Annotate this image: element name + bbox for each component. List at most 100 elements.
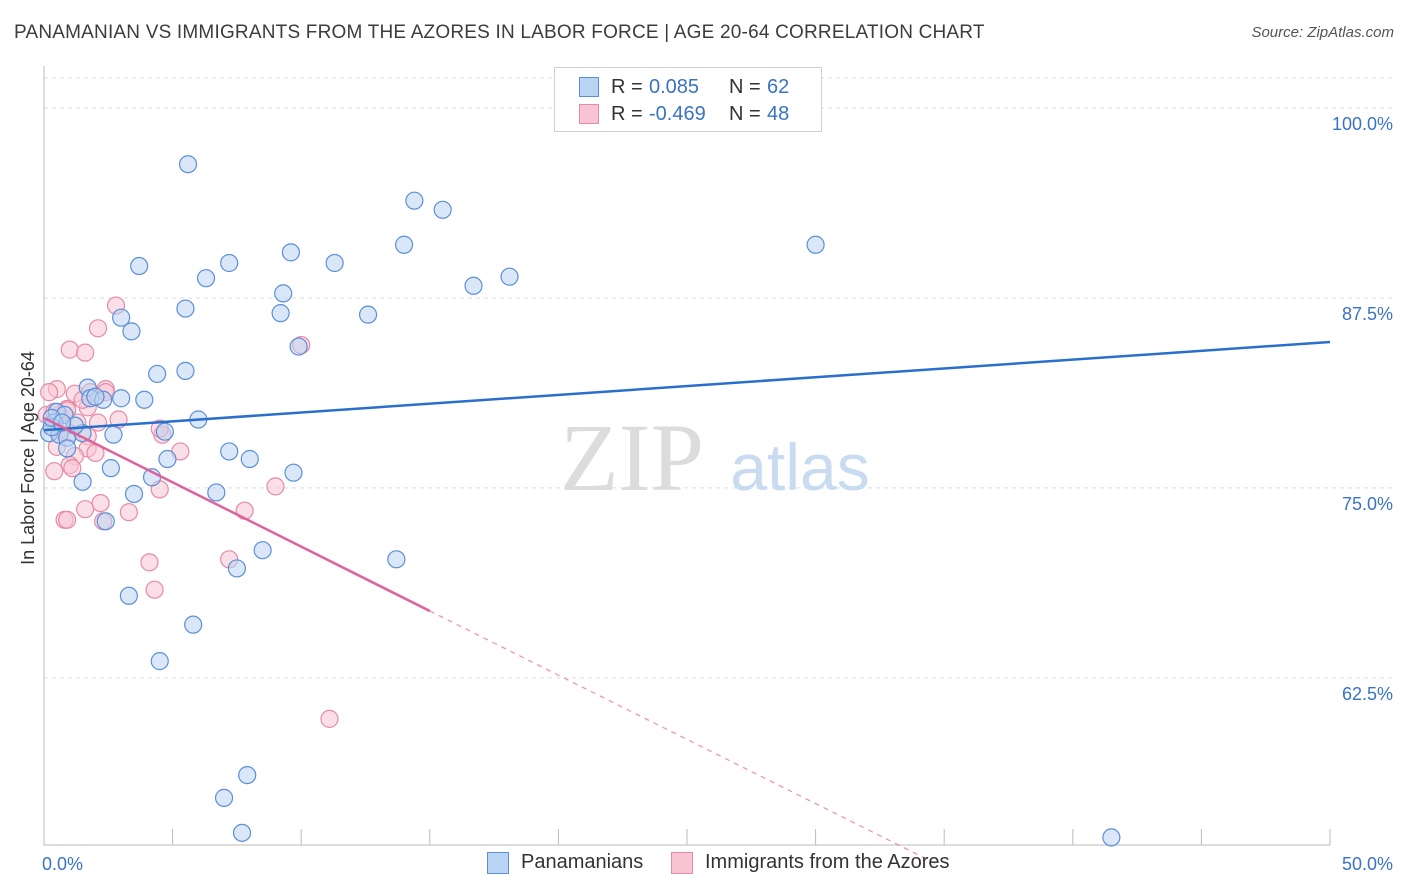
- panamanian-point: [207, 483, 226, 502]
- azores-point: [76, 500, 95, 519]
- series-azores-points: [37, 296, 339, 728]
- panamanian-point: [150, 652, 169, 671]
- y-tick-label: 87.5%: [1342, 304, 1393, 324]
- gridlines: [44, 77, 1395, 679]
- panamanian-point: [394, 235, 414, 254]
- panamanian-point: [1102, 828, 1121, 847]
- legend-swatch-pink: [579, 104, 599, 124]
- panamanians-trend-line: [43, 340, 1331, 432]
- panamanian-point: [433, 200, 452, 219]
- y-tick-label: 62.5%: [1342, 684, 1393, 704]
- panamanian-point: [274, 284, 293, 303]
- watermark: ZIP atlas: [560, 404, 870, 511]
- panamanian-point: [358, 305, 378, 324]
- panamanian-point: [158, 449, 177, 469]
- panamanian-point: [500, 267, 519, 286]
- watermark-atlas: atlas: [730, 430, 869, 504]
- panamanian-point: [238, 765, 257, 785]
- azores-point: [88, 319, 108, 338]
- panamanian-point: [119, 586, 138, 605]
- panamanian-point: [135, 390, 154, 409]
- legend-row-azores: R = -0.469 N = 48: [579, 101, 789, 127]
- legend-r-value: -0.469: [649, 102, 706, 125]
- legend-n-value: 62: [767, 75, 790, 98]
- panamanian-point: [405, 191, 424, 210]
- panamanian-point: [220, 442, 239, 461]
- x-tick-labels: 0.0% 50.0%: [42, 854, 1393, 874]
- panamanian-point: [289, 337, 308, 356]
- y-tick-labels: 100.0% 87.5% 75.0% 62.5%: [1332, 114, 1393, 704]
- legend-r-label: R =: [611, 102, 643, 125]
- panamanian-point: [387, 550, 406, 569]
- legend-swatch-blue: [579, 77, 599, 97]
- azores-point: [45, 462, 64, 481]
- legend-n-label: N =: [729, 75, 761, 98]
- panamanian-point: [124, 484, 144, 504]
- azores-point: [60, 340, 79, 359]
- azores-point: [140, 553, 159, 572]
- panamanian-point: [220, 253, 239, 273]
- panamanian-point: [806, 235, 825, 254]
- azores-point: [76, 343, 95, 362]
- panamanian-point: [284, 463, 303, 482]
- panamanian-point: [96, 512, 115, 531]
- y-axis-label: In Labor Force | Age 20-64: [18, 351, 38, 565]
- y-tick-label: 100.0%: [1332, 114, 1393, 134]
- panamanian-point: [176, 299, 195, 318]
- legend-item-label: Immigrants from the Azores: [705, 851, 950, 873]
- legend-item-azores[interactable]: Immigrants from the Azores: [671, 851, 950, 874]
- panamanian-point: [104, 425, 123, 444]
- series-legend: Panamanians Immigrants from the Azores: [0, 851, 1406, 877]
- legend-r-label: R =: [611, 75, 643, 98]
- azores-point: [63, 459, 82, 478]
- panamanian-point: [196, 269, 216, 288]
- panamanian-point: [176, 361, 195, 380]
- panamanian-point: [232, 823, 252, 842]
- legend-swatch-pink: [671, 851, 693, 874]
- correlation-legend: R = 0.085 N = 62 R = -0.469 N = 48: [554, 67, 822, 132]
- x-tick-label: 50.0%: [1342, 854, 1393, 874]
- legend-swatch-blue: [487, 851, 509, 874]
- azores-point: [40, 383, 59, 402]
- panamanian-point: [73, 472, 92, 491]
- panamanian-point: [101, 459, 120, 478]
- y-tick-label: 75.0%: [1342, 494, 1393, 514]
- panamanian-point: [112, 389, 131, 408]
- panamanian-point: [281, 243, 301, 262]
- panamanian-point: [112, 308, 131, 327]
- panamanian-point: [271, 304, 290, 323]
- legend-n-value: 48: [767, 102, 790, 125]
- chart-title: PANAMANIAN VS IMMIGRANTS FROM THE AZORES…: [14, 22, 985, 43]
- panamanian-point: [325, 253, 344, 273]
- legend-n-label: N =: [729, 102, 761, 125]
- panamanian-point: [178, 155, 198, 174]
- panamanian-point: [155, 422, 174, 441]
- source-note: Source: ZipAtlas.com: [1251, 24, 1394, 41]
- azores-point: [58, 510, 77, 529]
- panamanian-point: [253, 541, 272, 560]
- panamanian-point: [58, 439, 77, 458]
- azores-trend-line: [43, 416, 431, 613]
- panamanian-point: [130, 256, 149, 276]
- legend-row-panamanians: R = 0.085 N = 62: [579, 74, 789, 100]
- panamanian-point: [122, 322, 141, 341]
- trend-lines: [43, 340, 1331, 869]
- legend-item-panamanians[interactable]: Panamanians: [487, 851, 643, 874]
- panamanian-point: [240, 449, 259, 469]
- legend-r-value: 0.085: [649, 75, 700, 98]
- x-tick-label: 0.0%: [42, 854, 83, 874]
- watermark-zip: ZIP: [560, 404, 704, 511]
- panamanian-point: [184, 615, 203, 634]
- panamanian-point: [86, 387, 105, 406]
- azores-point: [91, 493, 110, 513]
- legend-item-label: Panamanians: [521, 851, 644, 873]
- azores-point: [119, 503, 138, 522]
- panamanian-point: [464, 276, 483, 295]
- azores-point: [320, 709, 339, 728]
- azores-point: [266, 477, 285, 496]
- azores-point: [145, 580, 164, 599]
- panamanian-point: [227, 559, 246, 578]
- panamanian-point: [214, 788, 234, 807]
- panamanian-point: [148, 364, 167, 384]
